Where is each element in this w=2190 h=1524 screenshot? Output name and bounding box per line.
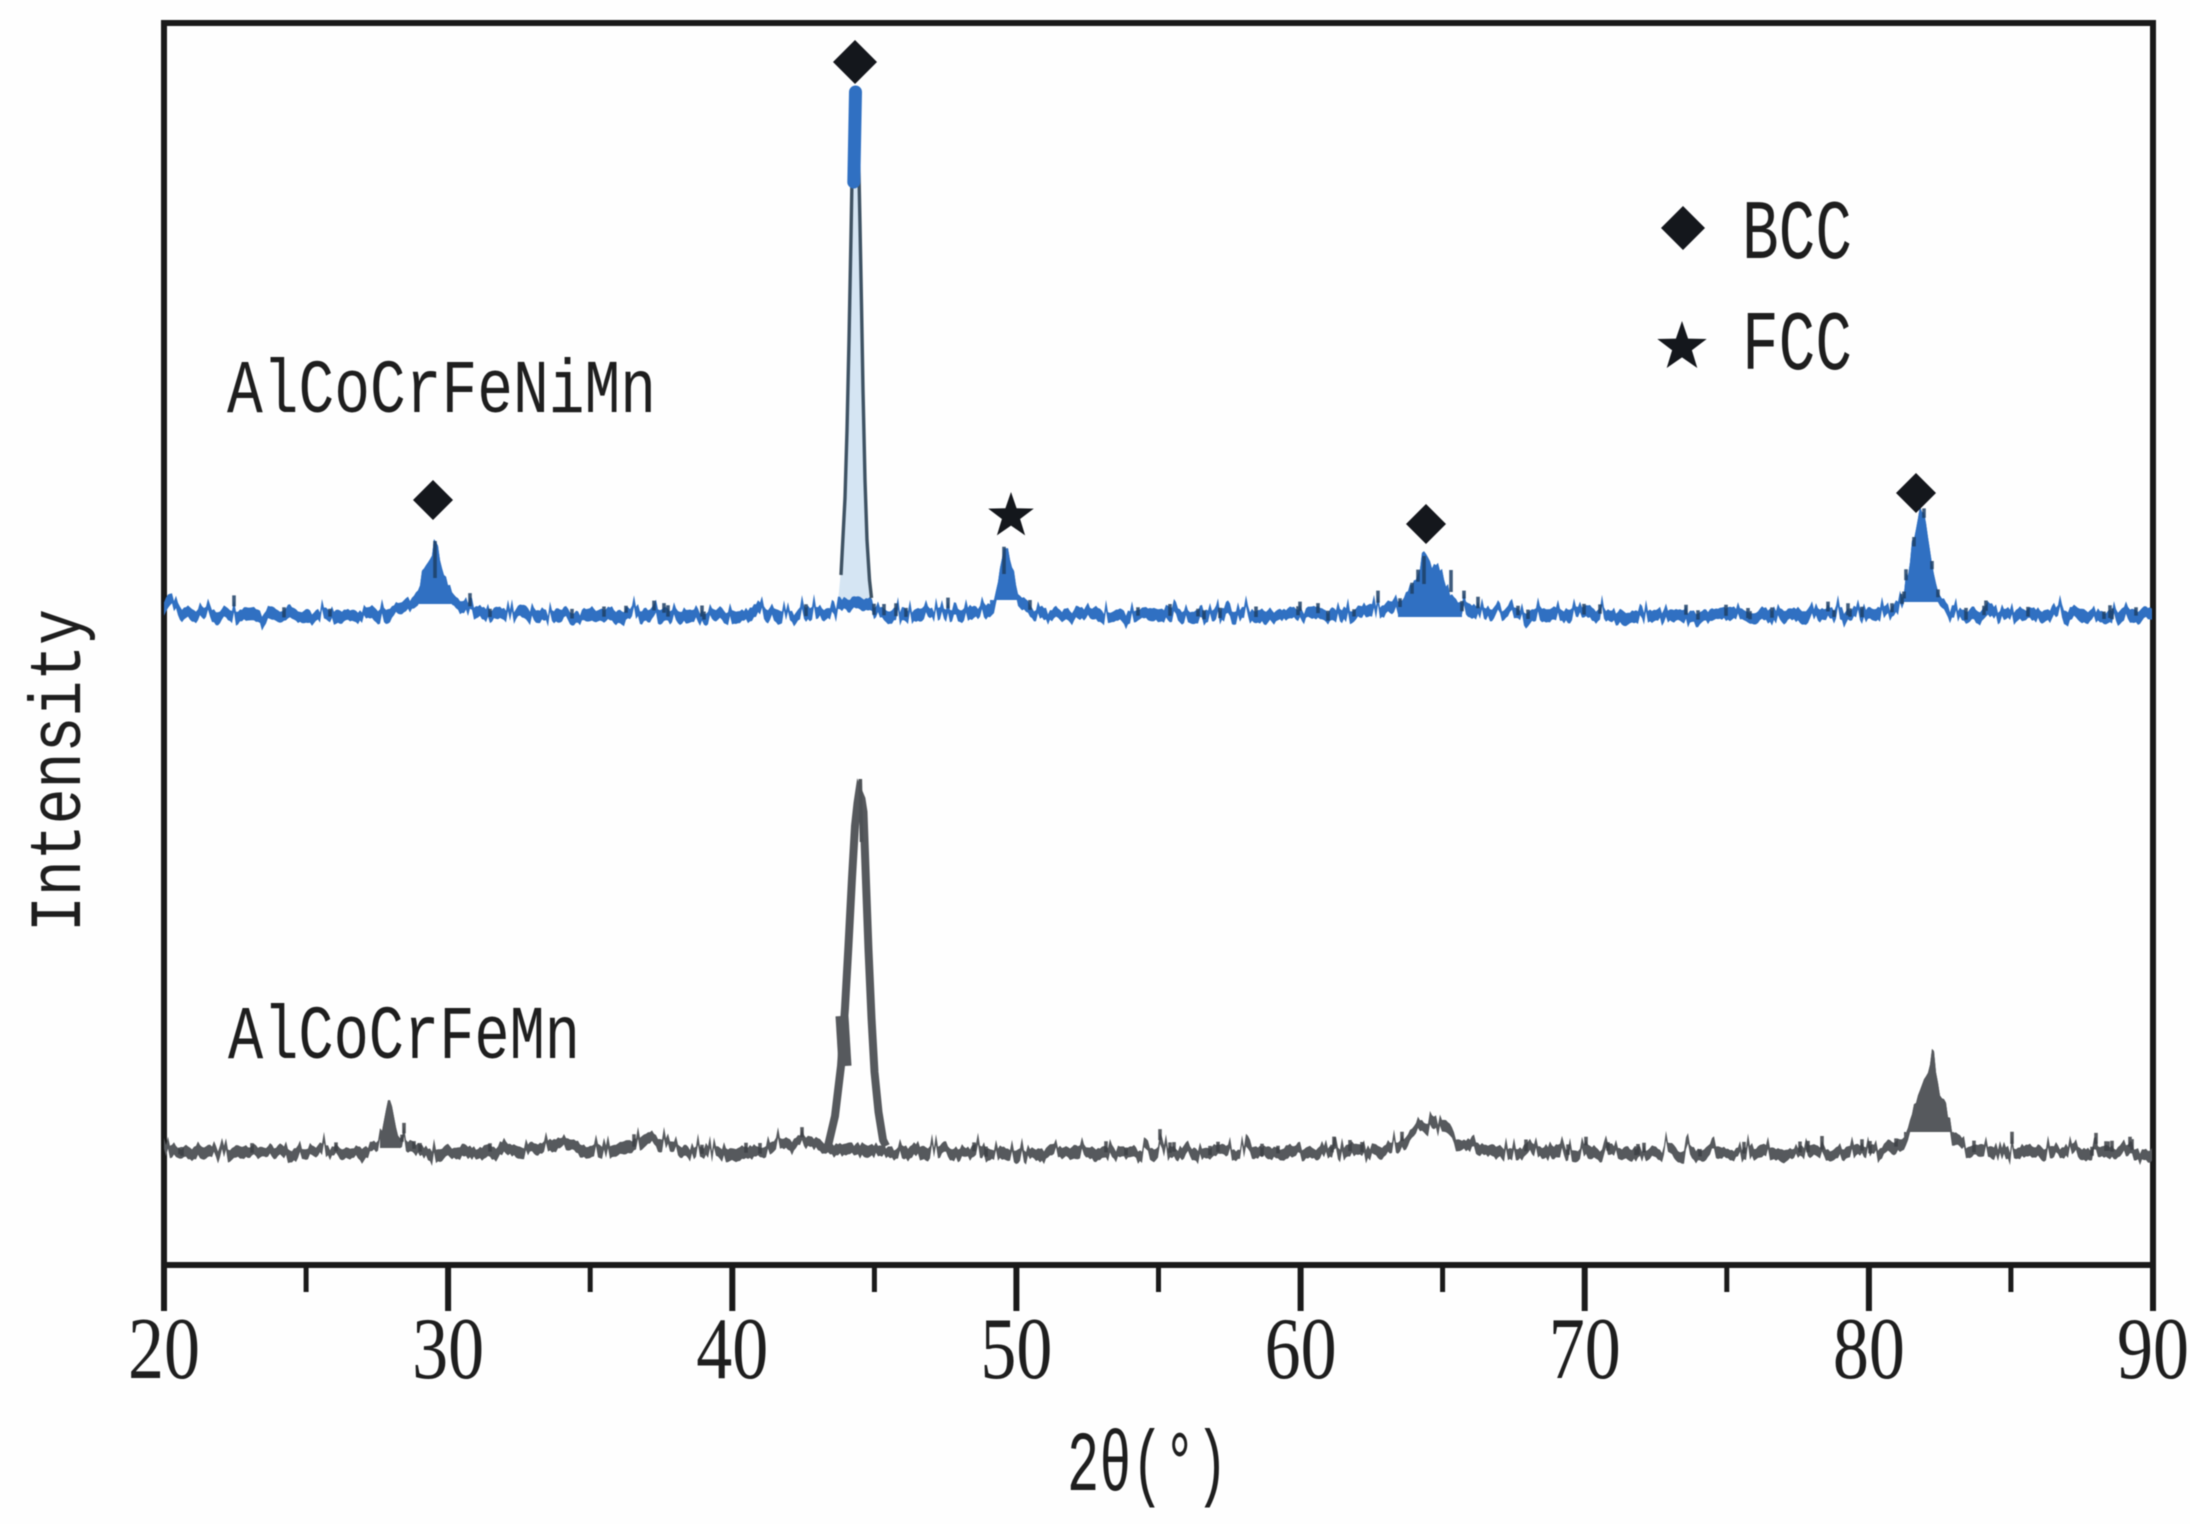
svg-text:Intensity: Intensity bbox=[19, 609, 102, 932]
svg-text:60: 60 bbox=[1265, 1301, 1337, 1398]
svg-text:40: 40 bbox=[696, 1301, 768, 1398]
svg-text:AlCoCrFeMn: AlCoCrFeMn bbox=[228, 995, 580, 1081]
svg-text:FCC: FCC bbox=[1742, 300, 1852, 395]
svg-text:AlCoCrFeNiMn: AlCoCrFeNiMn bbox=[227, 349, 656, 435]
svg-text:90: 90 bbox=[2117, 1301, 2189, 1398]
svg-text:50: 50 bbox=[980, 1301, 1052, 1398]
svg-text:30: 30 bbox=[412, 1301, 484, 1398]
svg-text:BCC: BCC bbox=[1742, 189, 1852, 284]
svg-text:2θ(°): 2θ(°) bbox=[1067, 1419, 1228, 1516]
svg-text:20: 20 bbox=[128, 1301, 200, 1398]
svg-text:70: 70 bbox=[1549, 1301, 1621, 1398]
svg-text:80: 80 bbox=[1833, 1301, 1905, 1398]
